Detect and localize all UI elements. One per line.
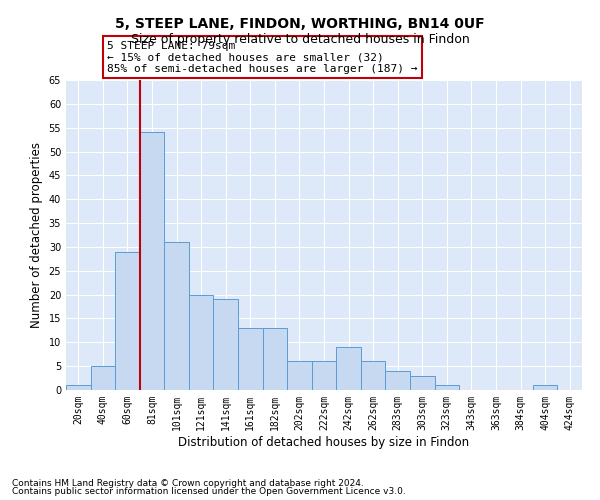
- Text: Contains HM Land Registry data © Crown copyright and database right 2024.: Contains HM Land Registry data © Crown c…: [12, 478, 364, 488]
- Text: 5, STEEP LANE, FINDON, WORTHING, BN14 0UF: 5, STEEP LANE, FINDON, WORTHING, BN14 0U…: [115, 18, 485, 32]
- Bar: [287, 362, 312, 390]
- Bar: [91, 366, 115, 390]
- X-axis label: Distribution of detached houses by size in Findon: Distribution of detached houses by size …: [178, 436, 470, 448]
- Bar: [66, 385, 91, 390]
- Bar: [263, 328, 287, 390]
- Y-axis label: Number of detached properties: Number of detached properties: [30, 142, 43, 328]
- Bar: [336, 347, 361, 390]
- Bar: [410, 376, 434, 390]
- Bar: [238, 328, 263, 390]
- Text: 5 STEEP LANE: 79sqm
← 15% of detached houses are smaller (32)
85% of semi-detach: 5 STEEP LANE: 79sqm ← 15% of detached ho…: [107, 40, 418, 74]
- Bar: [361, 362, 385, 390]
- Text: Size of property relative to detached houses in Findon: Size of property relative to detached ho…: [131, 32, 469, 46]
- Bar: [214, 300, 238, 390]
- Bar: [533, 385, 557, 390]
- Bar: [140, 132, 164, 390]
- Bar: [189, 294, 214, 390]
- Bar: [312, 362, 336, 390]
- Text: Contains public sector information licensed under the Open Government Licence v3: Contains public sector information licen…: [12, 487, 406, 496]
- Bar: [115, 252, 140, 390]
- Bar: [434, 385, 459, 390]
- Bar: [164, 242, 189, 390]
- Bar: [385, 371, 410, 390]
